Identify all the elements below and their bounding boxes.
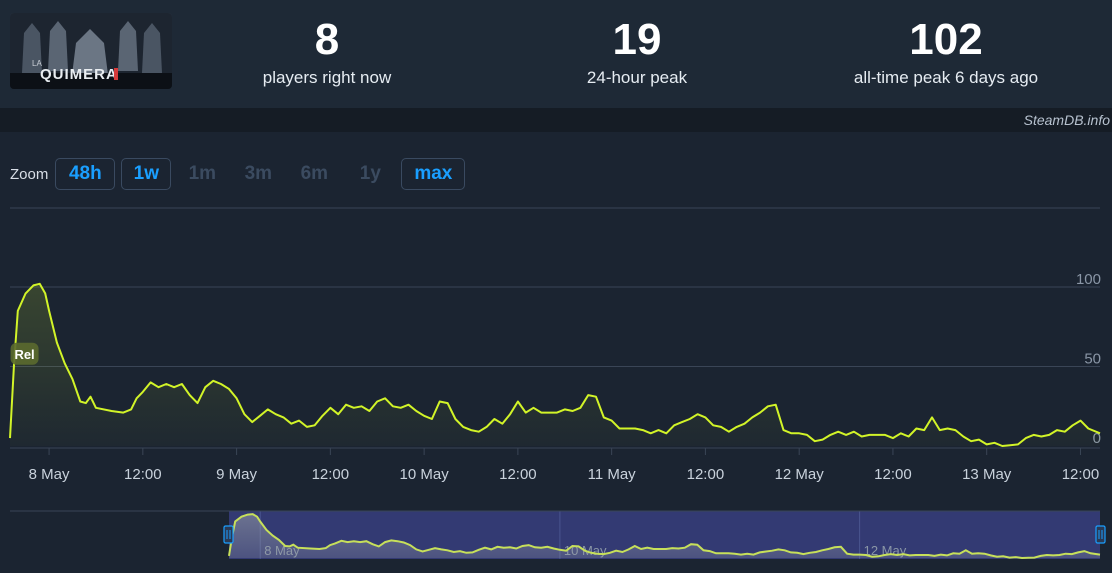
release-annotation-box	[10, 342, 39, 365]
zoom-max-button[interactable]: max	[401, 158, 466, 190]
stat-players-now: 8 players right now	[197, 14, 457, 90]
zoom-48h-button[interactable]: 48h	[55, 158, 116, 190]
player-series-area	[10, 283, 1100, 446]
logo-text-la: LA	[32, 59, 42, 68]
release-annotation[interactable]: Rel	[10, 342, 39, 365]
stat-label: 24-hour peak	[586, 68, 688, 87]
chart-header-band: SteamDB.info	[0, 108, 1112, 132]
zoom-3m-button: 3m	[244, 163, 273, 184]
logo-text-quimera: QUIMERA	[40, 66, 118, 83]
stat-all-time-peak: 102 all-time peak 6 days ago	[816, 14, 1076, 90]
stat-value: 19	[612, 15, 662, 64]
x-tick-label: 12:00	[124, 466, 162, 483]
x-tick-label: 13 May	[962, 466, 1012, 483]
navigator-label: 12 May	[864, 543, 907, 558]
x-axis-labels: 8 May 12:00 9 May 12:00 10 May 12:00 11 May 12:…	[29, 466, 1100, 483]
navigator-label: 10 May	[564, 543, 607, 558]
x-tick-label: 9 May	[216, 466, 257, 483]
zoom-bar: Zoom 48h 1w 1m 3m 6m 1y max	[10, 157, 471, 191]
navigator-series-line	[228, 513, 1101, 560]
stat-label: all-time peak 6 days ago	[853, 68, 1039, 87]
game-logo[interactable]: LA QUIMERA	[10, 13, 172, 89]
x-tick-label: 12:00	[312, 466, 350, 483]
navigator-left-handle[interactable]	[223, 525, 234, 544]
stat-value: 102	[909, 15, 983, 64]
x-tick-label: 12 May	[775, 466, 825, 483]
zoom-1m-button: 1m	[188, 163, 217, 184]
zoom-label: Zoom	[10, 165, 49, 183]
y-tick-label: 0	[1093, 430, 1101, 447]
game-logo-art: LA QUIMERA	[10, 13, 172, 89]
release-annotation-label: Rel	[14, 347, 34, 362]
x-tick-label: 8 May	[29, 466, 70, 483]
zoom-1y-button: 1y	[359, 163, 381, 184]
zoom-6m-button: 6m	[300, 163, 329, 184]
x-axis-ticks	[48, 448, 1081, 455]
y-tick-label: 50	[1084, 351, 1101, 368]
x-tick-label: 12:00	[499, 466, 537, 483]
x-tick-label: 12:00	[1062, 466, 1100, 483]
x-tick-label: 10 May	[400, 466, 450, 483]
y-axis-labels: 0 50 100	[1076, 271, 1101, 447]
steamdb-credit[interactable]: SteamDB.info	[1023, 112, 1110, 128]
stat-value: 8	[314, 15, 340, 64]
x-tick-label: 12:00	[874, 466, 912, 483]
header: LA QUIMERA 8 players right now 19 24-hou…	[0, 0, 1112, 108]
y-gridlines	[10, 286, 1100, 367]
zoom-1w-button[interactable]: 1w	[121, 158, 172, 190]
player-series-line	[9, 282, 1101, 447]
stat-label: players right now	[262, 68, 392, 87]
navigator-background	[10, 511, 1100, 559]
x-tick-label: 11 May	[588, 466, 637, 483]
navigator-selected-range[interactable]	[229, 511, 1100, 559]
navigator-label: 8 May	[264, 543, 300, 558]
x-tick-label: 12:00	[687, 466, 725, 483]
navigator-series-area	[229, 514, 1100, 558]
y-tick-label: 100	[1076, 271, 1101, 288]
navigator-gridlines	[259, 511, 861, 559]
chart-navigator[interactable]: 8 May 10 May 12 May	[10, 510, 1106, 560]
navigator-labels: 8 May 10 May 12 May	[264, 543, 907, 558]
navigator-right-handle[interactable]	[1095, 525, 1106, 544]
stat-24h-peak: 19 24-hour peak	[507, 14, 767, 90]
